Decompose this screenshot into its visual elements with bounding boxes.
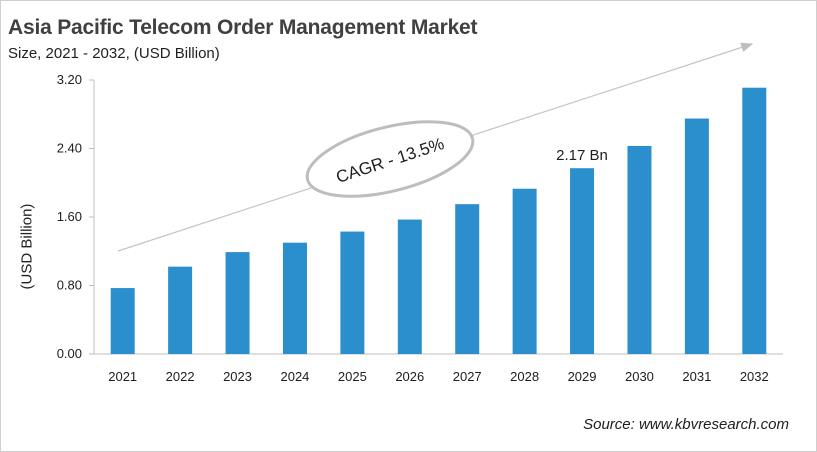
bar-2032 xyxy=(742,87,767,355)
source-note: Source: www.kbvresearch.com xyxy=(583,416,789,433)
x-tick-label: 2023 xyxy=(223,369,252,384)
bar-2026 xyxy=(397,219,422,354)
bar-2022 xyxy=(168,266,193,354)
bar-2028 xyxy=(512,188,537,354)
x-tick-label: 2025 xyxy=(338,369,367,384)
bar-2031 xyxy=(684,118,709,354)
x-tick-label: 2029 xyxy=(568,369,597,384)
bar-2024 xyxy=(282,242,307,354)
chart-title: Asia Pacific Telecom Order Management Ma… xyxy=(8,16,478,39)
x-tick-label: 2022 xyxy=(166,369,195,384)
cagr-ellipse xyxy=(305,120,475,198)
y-tick-label: 2.40 xyxy=(57,141,82,156)
bar-2029 xyxy=(570,168,595,354)
y-tick-label: 3.20 xyxy=(57,72,82,87)
x-tick-label: 2026 xyxy=(395,369,424,384)
bar-2025 xyxy=(340,231,365,354)
y-tick-label: 0.00 xyxy=(57,346,82,361)
x-tick-label: 2021 xyxy=(108,369,137,384)
bar-2021 xyxy=(110,288,135,354)
x-tick-label: 2030 xyxy=(625,369,654,384)
bar-2023 xyxy=(225,252,250,354)
bar-2030 xyxy=(627,145,652,354)
data-label-2029: 2.17 Bn xyxy=(556,147,608,164)
x-tick-label: 2032 xyxy=(740,369,769,384)
x-tick-label: 2031 xyxy=(682,369,711,384)
x-tick-label: 2028 xyxy=(510,369,539,384)
bar-2027 xyxy=(455,204,480,354)
y-tick-label: 1.60 xyxy=(57,209,82,224)
x-tick-label: 2024 xyxy=(280,369,309,384)
x-tick-label: 2027 xyxy=(453,369,482,384)
chart-subtitle: Size, 2021 - 2032, (USD Billion) xyxy=(8,45,220,62)
y-tick-label: 0.80 xyxy=(57,278,82,293)
